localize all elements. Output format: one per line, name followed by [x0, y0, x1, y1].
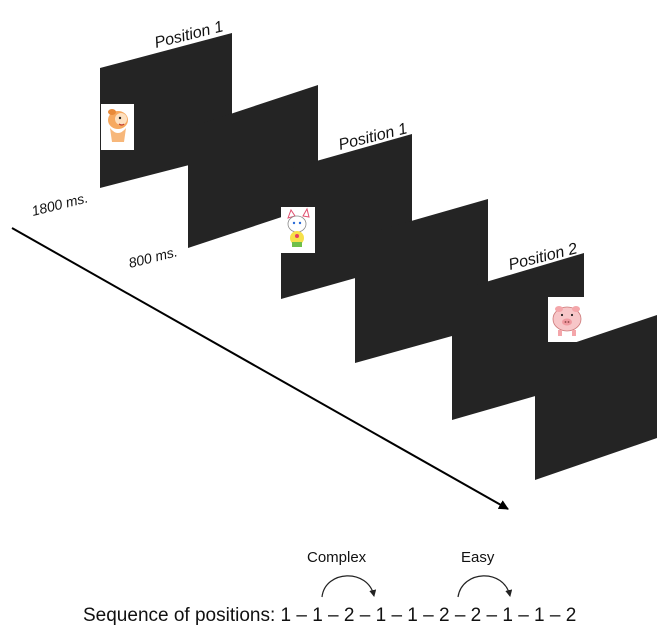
blank-duration-label: 800 ms. [127, 243, 179, 271]
slide-6-blank [535, 315, 657, 480]
easy-label: Easy [461, 549, 495, 566]
pink-pig-character-icon [552, 306, 582, 336]
complex-transition-arc [321, 575, 377, 598]
stimulus-duration-label: 1800 ms. [30, 189, 90, 218]
complex-label: Complex [307, 549, 367, 566]
easy-transition-arc [457, 575, 513, 598]
white-cat-character-icon [287, 207, 310, 247]
sequence-of-positions: Sequence of positions: 1 – 1 – 2 – 1 – 1… [83, 605, 576, 626]
time-axis-arrow [11, 227, 509, 510]
baby-chick-character-icon [108, 109, 128, 142]
slide-frame [535, 315, 657, 480]
